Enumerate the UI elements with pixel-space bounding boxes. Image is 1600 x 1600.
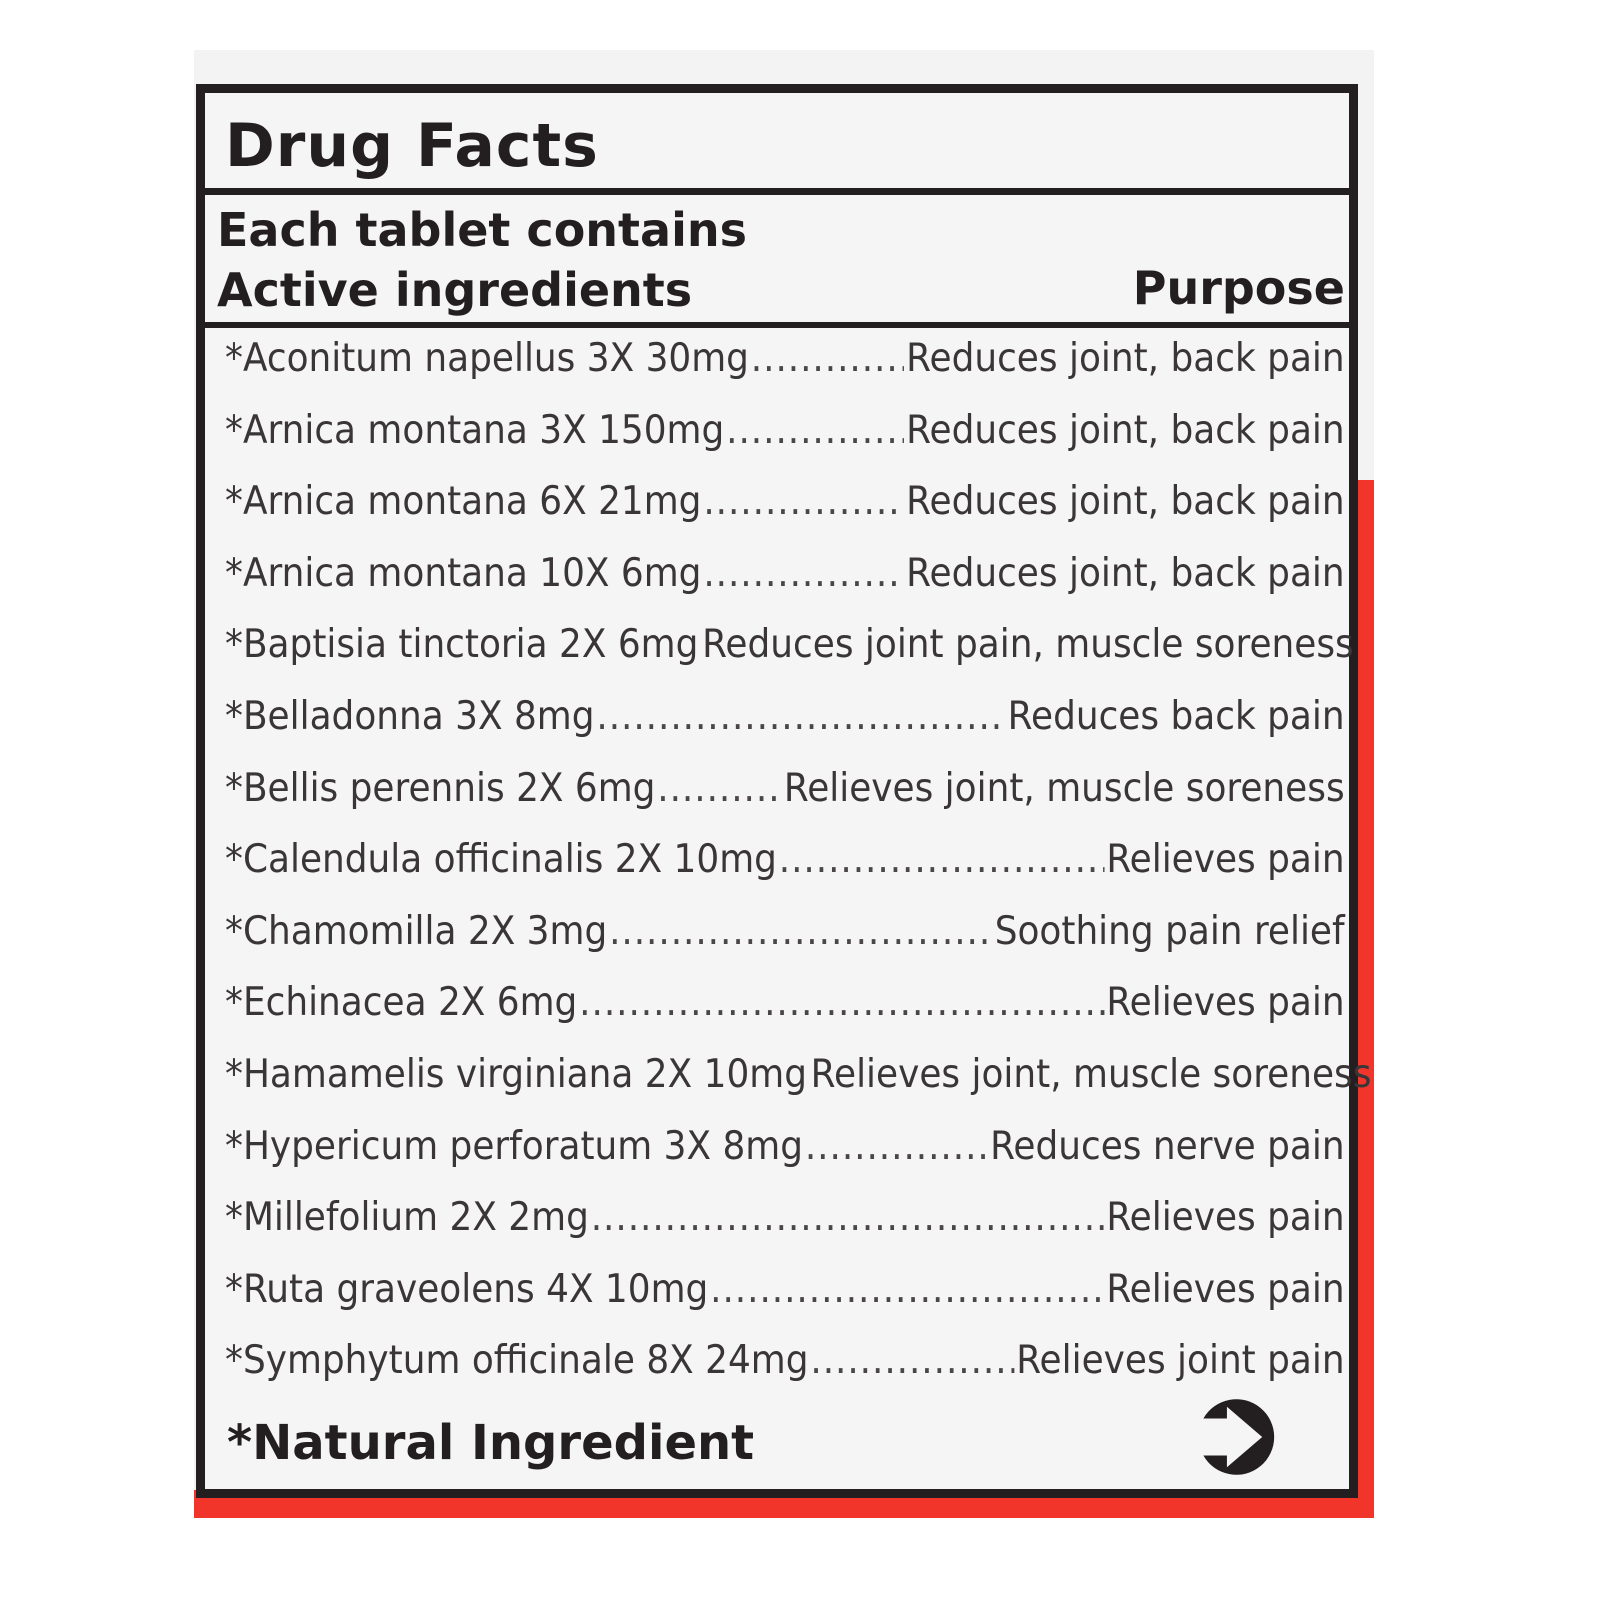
dot-leader [810,1338,1014,1383]
ingredient-row: *Hypericum perforatum 3X 8mg Reduces nerv… [225,1124,1345,1196]
dot-leader [726,408,904,453]
ingredient-purpose: Soothing pain relief [994,908,1345,954]
header-band: Each tablet contains Active ingredients … [205,195,1349,328]
ingredient-purpose: Relieves joint, muscle soreness [783,765,1345,811]
dot-leader [579,980,1104,1025]
ingredient-row: *Echinacea 2X 6mg Relieves pain [225,980,1345,1052]
ingredient-purpose: Relieves pain [1106,1195,1345,1241]
ingredient-row: *Aconitum napellus 3X 30mg Reduces joint,… [225,336,1345,408]
ingredient-name: *Arnica montana 6X 21mg [225,479,702,525]
ingredient-name: *Belladonna 3X 8mg [225,693,595,739]
dot-leader [657,766,782,811]
ingredient-purpose: Relieves pain [1106,837,1345,883]
ingredient-row: *Bellis perennis 2X 6mg Relieves joint, m… [225,766,1345,838]
ingredient-name: *Hypericum perforatum 3X 8mg [225,1123,804,1169]
ingredient-name: *Echinacea 2X 6mg [225,980,578,1026]
ingredient-name: *Hamamelis virginiana 2X 10mg [225,1051,808,1097]
ingredient-name: *Bellis perennis 2X 6mg [225,765,656,811]
arrow-right-circle-icon [1203,1399,1275,1475]
natural-ingredient-footnote: *Natural Ingredient [227,1415,755,1471]
ingredient-row: *Chamomilla 2X 3mg Soothing pain relief [225,909,1345,981]
ingredient-name: *Millefolium 2X 2mg [225,1195,589,1241]
ingredient-name: *Arnica montana 3X 150mg [225,407,725,453]
ingredient-purpose: Reduces joint, back pain [906,407,1345,453]
ingredient-row: *Ruta graveolens 4X 10mg Relieves pain [225,1267,1345,1339]
dot-leader [805,1124,988,1169]
ingredient-purpose: Relieves joint pain [1016,1338,1345,1384]
ingredient-name: *Symphytum officinale 8X 24mg [225,1338,809,1384]
drug-facts-box: Drug Facts Each tablet contains Active i… [196,84,1371,1498]
ingredient-name: *Aconitum napellus 3X 30mg [225,336,749,381]
dot-leader [779,837,1105,882]
dot-leader [751,336,905,381]
ingredient-row: *Arnica montana 6X 21mg Reduces joint, ba… [225,479,1345,551]
ingredient-row: *Arnica montana 3X 150mg Reduces joint, b… [225,408,1345,480]
ingredient-list: *Aconitum napellus 3X 30mg Reduces joint,… [205,328,1371,1410]
purpose-heading: Purpose [1132,261,1345,315]
ingredient-purpose: Reduces joint, back pain [906,336,1345,381]
dot-leader [703,479,904,524]
ingredient-purpose: Relieves pain [1106,1266,1345,1312]
ingredient-purpose: Reduces nerve pain [990,1123,1345,1169]
ingredient-row: *Arnica montana 10X 6mg Reduces joint, ba… [225,551,1345,623]
ingredient-name: *Ruta graveolens 4X 10mg [225,1266,709,1312]
ingredient-row: *Hamamelis virginiana 2X 10mg Relieves jo… [225,1051,1371,1124]
dot-leader [609,909,993,954]
dot-leader [591,1195,1105,1240]
ingredient-name: *Arnica montana 10X 6mg [225,550,702,596]
drug-facts-title: Drug Facts [225,111,599,181]
ingredient-name: *Chamomilla 2X 3mg [225,908,608,954]
ingredient-purpose: Reduces joint, back pain [906,550,1345,596]
ingredient-row: *Belladonna 3X 8mg Reduces back pain [225,694,1345,766]
ingredient-row: *Calendula officinalis 2X 10mg Relieves p… [225,837,1345,909]
dot-leader [596,694,1005,739]
ingredient-purpose: Relieves pain [1106,980,1345,1026]
ingredient-name: *Baptisia tinctoria 2X 6mg [225,622,699,668]
ingredient-purpose: Reduces back pain [1007,693,1345,739]
dot-leader [710,1267,1104,1312]
active-ingredients-heading: Active ingredients [217,263,693,317]
ingredient-purpose: Reduces joint pain, muscle soreness [702,622,1354,668]
ingredient-purpose: Reduces joint, back pain [906,479,1345,525]
ingredient-row: *Baptisia tinctoria 2X 6mg Reduces joint … [225,622,1354,694]
each-tablet-contains: Each tablet contains [217,203,747,257]
ingredient-row: *Millefolium 2X 2mg Relieves pain [225,1195,1345,1267]
ingredient-name: *Calendula officinalis 2X 10mg [225,837,777,883]
ingredient-purpose: Relieves joint, muscle soreness [810,1051,1372,1097]
title-band: Drug Facts [205,93,1349,195]
dot-leader [703,551,904,596]
ingredient-row: *Symphytum officinale 8X 24mg Relieves jo… [225,1338,1345,1410]
